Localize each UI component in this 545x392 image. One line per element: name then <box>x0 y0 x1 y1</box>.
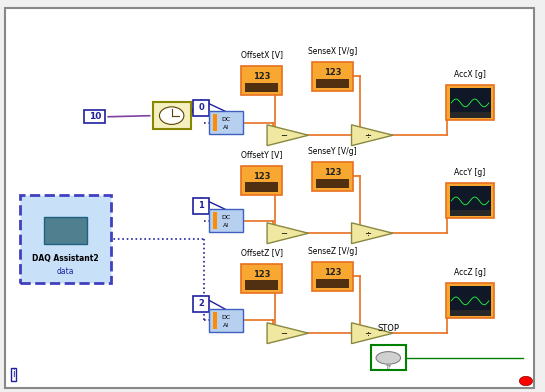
Polygon shape <box>267 223 308 244</box>
Text: 123: 123 <box>253 172 270 181</box>
Text: SenseY [V/g]: SenseY [V/g] <box>308 147 357 156</box>
FancyBboxPatch shape <box>241 166 282 195</box>
Text: 0: 0 <box>198 103 204 112</box>
Text: STOP: STOP <box>377 324 399 333</box>
Text: 2: 2 <box>198 299 204 308</box>
FancyBboxPatch shape <box>446 85 494 120</box>
Text: 123: 123 <box>324 68 341 77</box>
Text: OffsetX [V]: OffsetX [V] <box>240 51 283 60</box>
FancyBboxPatch shape <box>312 62 353 91</box>
Text: DC: DC <box>222 315 231 320</box>
FancyBboxPatch shape <box>209 309 243 332</box>
Text: ÷: ÷ <box>365 229 372 238</box>
Bar <box>450 186 491 216</box>
Bar <box>450 310 491 316</box>
FancyBboxPatch shape <box>446 183 494 218</box>
Text: AI: AI <box>223 323 229 328</box>
Text: AccZ [g]: AccZ [g] <box>454 268 486 277</box>
Bar <box>153 102 191 129</box>
Text: OffsetZ [V]: OffsetZ [V] <box>240 249 283 258</box>
Text: 123: 123 <box>253 270 270 279</box>
Bar <box>213 212 217 229</box>
Bar <box>245 83 278 92</box>
Circle shape <box>160 107 184 124</box>
Bar <box>316 278 349 288</box>
Bar <box>245 183 278 192</box>
Text: ÷: ÷ <box>365 329 372 338</box>
Bar <box>450 88 491 118</box>
Text: 123: 123 <box>324 168 341 177</box>
Text: ÷: ÷ <box>365 131 372 140</box>
Text: TF: TF <box>385 365 391 370</box>
FancyBboxPatch shape <box>209 209 243 232</box>
Bar <box>316 179 349 188</box>
Text: −: − <box>280 229 287 238</box>
Text: DC: DC <box>222 117 231 122</box>
FancyBboxPatch shape <box>446 283 494 318</box>
FancyBboxPatch shape <box>209 111 243 134</box>
Text: AI: AI <box>223 223 229 229</box>
Bar <box>193 100 209 116</box>
Text: 123: 123 <box>253 72 270 81</box>
Ellipse shape <box>376 352 401 364</box>
Text: −: − <box>280 131 287 140</box>
FancyBboxPatch shape <box>312 262 353 291</box>
Polygon shape <box>352 223 393 244</box>
Text: DAQ Assistant2: DAQ Assistant2 <box>32 254 99 263</box>
Text: AI: AI <box>223 125 229 131</box>
Text: 10: 10 <box>89 113 101 121</box>
FancyBboxPatch shape <box>312 162 353 191</box>
Polygon shape <box>352 125 393 146</box>
FancyBboxPatch shape <box>241 66 282 95</box>
Text: AccY [g]: AccY [g] <box>455 168 486 177</box>
Text: 1: 1 <box>198 201 204 210</box>
Bar <box>450 286 491 316</box>
Bar <box>213 114 217 131</box>
Bar <box>193 198 209 214</box>
Polygon shape <box>267 125 308 146</box>
Text: OffsetY [V]: OffsetY [V] <box>241 151 282 160</box>
FancyBboxPatch shape <box>241 264 282 293</box>
Text: 123: 123 <box>324 268 341 277</box>
Bar <box>84 110 105 123</box>
Text: DC: DC <box>222 215 231 220</box>
Text: −: − <box>280 329 287 338</box>
Text: data: data <box>57 267 74 276</box>
Text: AccX [g]: AccX [g] <box>454 70 486 79</box>
Bar <box>316 79 349 88</box>
Bar <box>450 112 491 118</box>
Polygon shape <box>352 323 393 344</box>
Polygon shape <box>267 323 308 344</box>
Text: i: i <box>12 369 15 379</box>
Bar <box>44 217 87 245</box>
Bar <box>193 296 209 312</box>
Text: SenseX [V/g]: SenseX [V/g] <box>308 47 357 56</box>
Bar <box>213 312 217 329</box>
FancyBboxPatch shape <box>20 195 111 283</box>
Text: SenseZ [V/g]: SenseZ [V/g] <box>308 247 357 256</box>
Bar <box>371 345 406 370</box>
Circle shape <box>519 376 532 386</box>
Bar <box>245 281 278 290</box>
Bar <box>450 210 491 216</box>
